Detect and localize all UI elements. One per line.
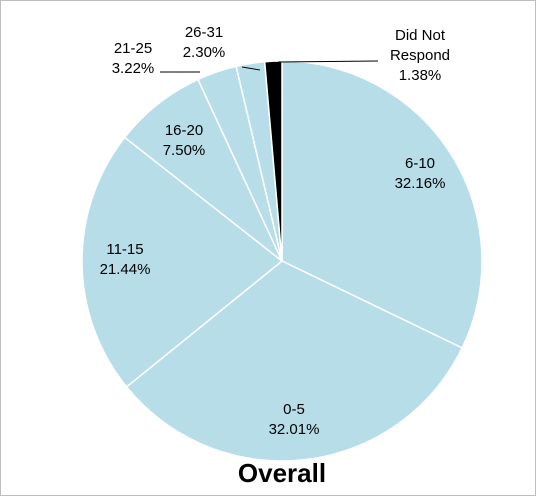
- slice-label-6-10: 6-10 32.16%: [395, 155, 446, 192]
- slice-label-11-15: 11-15 21.44%: [100, 241, 151, 278]
- slice-label-21-25: 21-25 3.22%: [112, 40, 155, 77]
- slice-label-26-31: 26-31 2.30%: [183, 24, 226, 61]
- slice-label-0-5: 0-5 32.01%: [269, 401, 320, 438]
- leader-line-26-31: [241, 66, 261, 71]
- leader-line-did-not-respond: [277, 60, 379, 63]
- pie-slice-0-5: [125, 260, 464, 462]
- pie-slice-did-not-respond: [263, 60, 283, 262]
- pie-slice-11-15: [81, 136, 284, 388]
- slice-label-did-not-respond: Did Not Respond 1.38%: [390, 27, 450, 84]
- chart-title: Overall: [238, 458, 326, 488]
- slice-label-16-20: 16-20 7.50%: [163, 122, 206, 159]
- pie-slice-6-10: [281, 60, 483, 349]
